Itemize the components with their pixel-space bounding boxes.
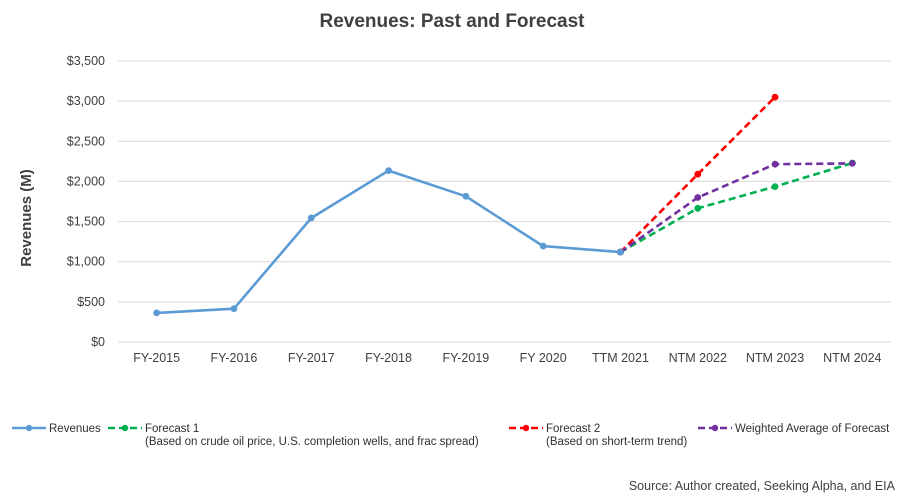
data-point — [617, 248, 624, 256]
legend-note: (Based on short-term trend) — [546, 436, 687, 448]
x-tick-label: FY 2020 — [520, 351, 567, 365]
data-point — [771, 93, 779, 101]
y-axis-label: Revenues (M) — [18, 169, 35, 267]
x-tick-label: FY-2017 — [288, 351, 335, 365]
y-tick-label: $500 — [77, 295, 105, 309]
data-point — [539, 242, 547, 250]
series-line — [619, 96, 776, 254]
x-tick-label: FY-2019 — [442, 351, 489, 365]
legend-label: Forecast 1 — [145, 423, 199, 435]
chart-title: Revenues: Past and Forecast — [319, 11, 585, 32]
legend-item: Weighted Average of Forecast — [698, 423, 890, 435]
data-point — [848, 159, 856, 167]
x-tick-label: FY-2015 — [133, 351, 180, 365]
data-point — [153, 309, 161, 317]
legend-item: Forecast 2(Based on short-term trend) — [509, 423, 687, 448]
y-tick-label: $2,000 — [67, 174, 105, 188]
legend-marker — [25, 424, 33, 432]
series-lines — [153, 93, 856, 317]
y-tick-labels: $0 $500 $1,000 $1,500 $2,000 $2,500 $3,000 $3,5… — [67, 54, 105, 349]
series-line — [619, 161, 853, 254]
legend-note: (Based on crude oil price, U.S. completi… — [145, 436, 479, 448]
data-point — [385, 167, 392, 174]
data-point — [694, 170, 702, 178]
y-tick-label: $3,500 — [67, 54, 105, 68]
x-tick-label: NTM 2024 — [823, 351, 881, 365]
legend-marker — [711, 424, 719, 432]
legend-marker — [522, 424, 530, 432]
data-point — [462, 192, 470, 200]
data-point — [694, 194, 702, 201]
y-tick-label: $2,500 — [67, 134, 105, 148]
legend-label: Weighted Average of Forecast — [735, 423, 890, 435]
data-point — [694, 204, 702, 212]
y-tick-label: $1,500 — [67, 215, 105, 229]
data-point — [771, 183, 779, 191]
series-line — [156, 169, 621, 315]
y-tick-label: $3,000 — [67, 94, 105, 108]
series-line — [619, 162, 853, 254]
legend-item: Forecast 1(Based on crude oil price, U.S… — [108, 423, 479, 448]
x-tick-label: NTM 2022 — [669, 351, 727, 365]
x-tick-label: TTM 2021 — [592, 351, 649, 365]
x-tick-label: FY-2018 — [365, 351, 412, 365]
source-note: Source: Author created, Seeking Alpha, a… — [629, 479, 896, 493]
x-tick-label: FY-2016 — [211, 351, 258, 365]
gridlines — [118, 60, 891, 343]
data-point — [307, 214, 315, 222]
x-tick-labels: FY-2015 FY-2016 FY-2017 FY-2018 FY-2019 FY 20… — [133, 351, 881, 365]
legend: Revenues Forecast 1(Based on crude oil pr… — [12, 423, 890, 448]
legend-marker — [121, 424, 129, 432]
data-point — [771, 160, 779, 168]
data-point — [230, 305, 238, 313]
y-tick-label: $1,000 — [67, 255, 105, 269]
y-tick-label: $0 — [91, 335, 105, 349]
legend-label: Forecast 2 — [546, 423, 600, 435]
legend-item: Revenues — [12, 423, 101, 435]
x-tick-label: NTM 2023 — [746, 351, 804, 365]
legend-label: Revenues — [49, 423, 101, 435]
